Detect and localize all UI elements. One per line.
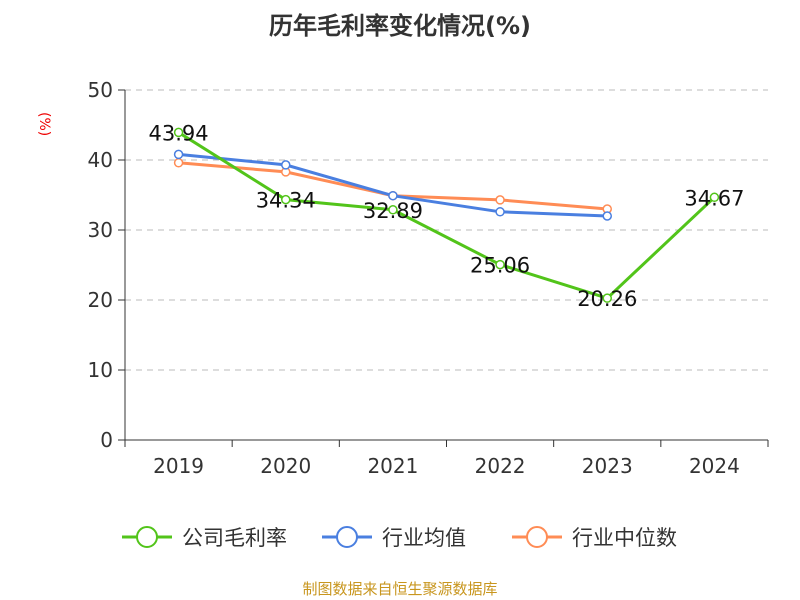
data-point: [173, 158, 184, 168]
x-tick-label: 2023: [582, 454, 633, 478]
data-point: [709, 192, 720, 203]
series-line-0: [177, 131, 716, 300]
data-point: [495, 207, 505, 217]
x-tick-label: 2022: [475, 454, 526, 478]
data-point: [495, 259, 505, 270]
y-tick-label: 10: [88, 358, 113, 382]
data-point: [602, 211, 612, 221]
y-tick-label: 40: [88, 148, 113, 172]
data-point: [281, 194, 291, 205]
data-point: [495, 195, 505, 205]
legend-label: 行业均值: [382, 526, 466, 550]
data-point: [173, 149, 184, 160]
data-point: [602, 293, 612, 303]
legend-marker-icon: [526, 526, 548, 548]
data-label: 34.67: [684, 186, 744, 210]
legend-marker-icon: [136, 526, 158, 548]
legend-marker-icon: [336, 526, 358, 548]
data-label: 34.34: [256, 189, 316, 213]
legend-label: 行业中位数: [572, 526, 677, 550]
data-label: 32.89: [363, 199, 423, 223]
data-label: 25.06: [470, 254, 530, 278]
source-note: 制图数据来自恒生聚源数据库: [302, 580, 498, 598]
data-point: [388, 205, 398, 215]
x-tick-label: 2024: [689, 454, 740, 478]
chart-title: 历年毛利率变化情况(%): [269, 12, 531, 40]
x-tick-label: 2019: [153, 454, 204, 478]
x-tick-label: 2021: [367, 454, 418, 478]
data-label: 20.26: [577, 287, 637, 311]
x-tick-label: 2020: [260, 454, 311, 478]
data-label: 43.94: [149, 121, 209, 145]
y-tick-label: 20: [88, 288, 113, 312]
data-point: [281, 160, 291, 170]
data-point: [388, 190, 398, 201]
data-point: [173, 127, 184, 138]
legend-label: 公司毛利率: [182, 526, 287, 550]
y-tick-label: 50: [88, 78, 113, 102]
y-tick-label: 0: [100, 428, 113, 452]
y-tick-label: 30: [88, 218, 113, 242]
